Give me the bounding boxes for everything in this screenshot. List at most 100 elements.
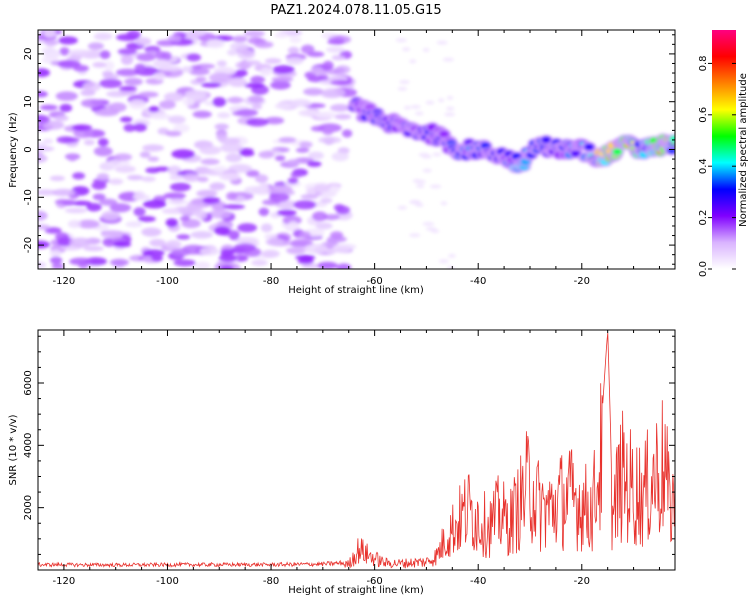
heatmap-cell (214, 123, 229, 130)
heatmap-cell (293, 200, 317, 210)
heatmap-cell (113, 153, 133, 161)
heatmap-cell (115, 68, 140, 77)
heatmap-cell (246, 118, 269, 127)
heatmap-cell (91, 181, 107, 190)
heatmap-cell (278, 137, 297, 143)
heatmap-cell (218, 254, 237, 263)
heatmap-cell (330, 104, 350, 112)
heatmap-cell (251, 103, 263, 110)
heatmap-cell (64, 207, 88, 214)
heatmap-cell (305, 186, 316, 197)
heatmap-cell (220, 143, 243, 153)
heatmap-cell (38, 141, 47, 148)
snr-frame (37, 329, 676, 571)
heatmap-cell (58, 36, 78, 45)
heatmap-cell (41, 47, 56, 53)
heatmap-cell (206, 38, 226, 49)
colorbar-tick-label: 0.0 (698, 261, 709, 277)
heatmap-cell (228, 77, 248, 88)
heatmap-cell (322, 88, 346, 97)
heatmap-cell (287, 177, 299, 184)
heatmap-cell (43, 30, 56, 38)
heatmap-cell (96, 173, 110, 181)
heatmap-cell (117, 48, 138, 55)
heatmap-cell (312, 69, 328, 76)
heatmap-cell (153, 71, 166, 81)
heatmap-cell (158, 100, 176, 110)
top-x-axis-label: Height of straight line (km) (288, 285, 424, 296)
heatmap-cell (59, 103, 73, 113)
heatmap-cell (442, 57, 455, 62)
heatmap-cell (312, 211, 328, 222)
heatmap-cell (429, 184, 442, 189)
heatmap-cell (77, 219, 100, 229)
heatmap-cell (422, 221, 435, 226)
heatmap-cell (446, 106, 455, 111)
heatmap-cell (416, 184, 425, 189)
heatmap-cell (134, 63, 146, 72)
heatmap-cell (138, 91, 159, 98)
heatmap-cell (163, 92, 185, 102)
heatmap-cell (226, 96, 245, 104)
heatmap-cell (223, 204, 246, 210)
colorbar-tick-label: 0.2 (698, 210, 709, 226)
heatmap-cell (226, 191, 238, 201)
heatmap-cell (209, 182, 226, 191)
heatmap-cell (80, 98, 104, 108)
heatmap-cell (669, 135, 675, 143)
heatmap-cell (409, 59, 417, 64)
heatmap-cell (112, 240, 132, 248)
bottom-x-axis: -120 -100 -80 -60 -40 -20 (37, 330, 660, 587)
heatmap-cell (176, 234, 191, 240)
heatmap-cell (301, 263, 321, 269)
heatmap-cell (109, 203, 132, 213)
heatmap-cell (295, 147, 310, 153)
heatmap-cell (150, 113, 171, 120)
heatmap-cell (86, 203, 102, 212)
heatmap-cell (167, 198, 188, 205)
heatmap-cell (245, 170, 260, 177)
heatmap-cell (165, 239, 182, 250)
heatmap-cell (251, 259, 268, 266)
heatmap-cell (51, 263, 64, 269)
heatmap-cell (127, 174, 144, 181)
snr-series-line (38, 332, 675, 569)
heatmap-cell (195, 209, 207, 220)
heatmap-cell (126, 30, 141, 40)
heatmap-cell (422, 168, 432, 173)
y-tick-label: 20 (23, 48, 34, 61)
heatmap-cell (541, 136, 552, 144)
heatmap-cell (317, 261, 338, 269)
heatmap-cell (108, 178, 124, 185)
heatmap-cell (200, 82, 222, 88)
heatmap-cell (165, 218, 179, 228)
heatmap-cell (320, 198, 333, 204)
heatmap-cell (196, 189, 218, 198)
snr-panel: -120 -100 -80 -60 -40 -20 2000 4000 6000 Height… (8, 329, 676, 596)
heatmap-cell (667, 146, 675, 154)
heatmap-cell (173, 259, 196, 267)
y-tick-label: 10 (23, 95, 34, 108)
x-tick-label: -120 (53, 276, 76, 287)
heatmap-cell (62, 137, 80, 143)
colorbar-ticks: 0.0 0.2 0.4 0.6 0.8 (698, 55, 736, 277)
heatmap-cell (155, 50, 167, 60)
heatmap-cell (235, 61, 253, 70)
heatmap-cell (133, 123, 147, 132)
heatmap-cell (93, 32, 113, 41)
heatmap-cell (51, 188, 76, 197)
bottom-y-axis: 2000 4000 6000 (23, 335, 675, 571)
colorbar-tick-label: 0.6 (698, 107, 709, 123)
heatmap-cell (83, 139, 95, 146)
heatmap-cell (49, 175, 65, 182)
heatmap-cell (243, 30, 265, 37)
heatmap-cell (247, 95, 264, 104)
heatmap-cell (315, 222, 333, 230)
heatmap-cell (211, 201, 227, 211)
heatmap-cell (120, 55, 134, 66)
heatmap-cell (148, 106, 160, 113)
heatmap-cell (226, 49, 238, 56)
heatmap-cell (92, 193, 106, 201)
heatmap-cell (181, 66, 194, 73)
